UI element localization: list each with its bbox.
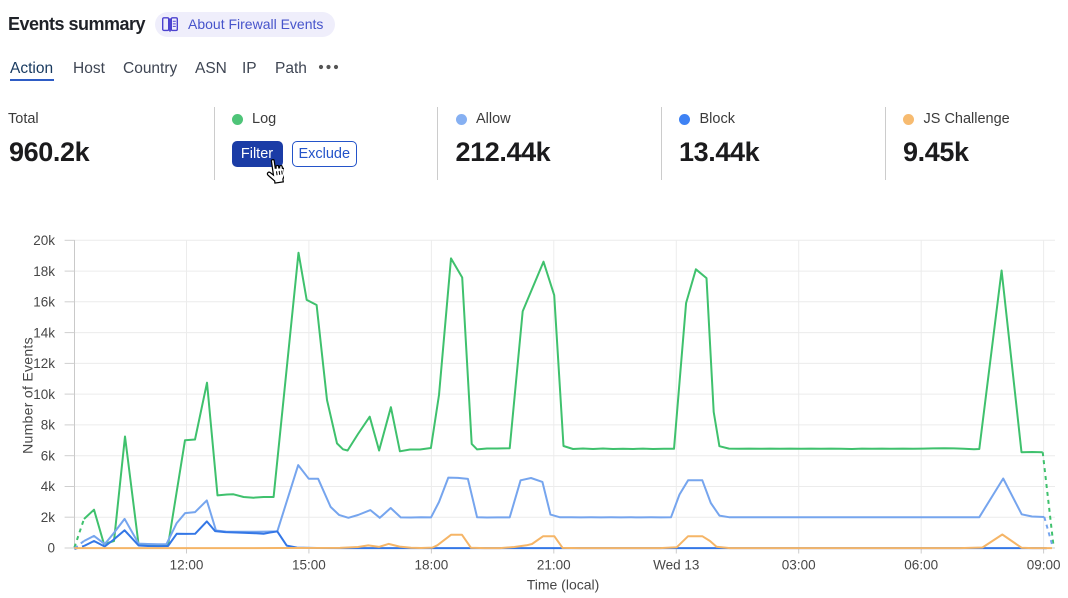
svg-text:8k: 8k — [41, 418, 56, 433]
svg-text:10k: 10k — [33, 387, 55, 402]
svg-text:12:00: 12:00 — [170, 558, 204, 573]
svg-text:12k: 12k — [33, 356, 55, 371]
svg-text:03:00: 03:00 — [782, 558, 816, 573]
svg-text:18k: 18k — [33, 264, 55, 279]
svg-text:16k: 16k — [33, 295, 55, 310]
svg-text:6k: 6k — [41, 448, 56, 463]
svg-text:21:00: 21:00 — [537, 558, 571, 573]
svg-text:14k: 14k — [33, 325, 55, 340]
svg-text:Time (local): Time (local) — [527, 577, 600, 593]
svg-text:Number of Events: Number of Events — [20, 337, 36, 454]
svg-text:Wed 13: Wed 13 — [653, 558, 699, 573]
svg-text:09:00: 09:00 — [1027, 558, 1061, 573]
svg-text:2k: 2k — [41, 510, 56, 525]
svg-text:18:00: 18:00 — [415, 558, 449, 573]
svg-text:06:00: 06:00 — [904, 558, 938, 573]
svg-text:20k: 20k — [33, 233, 55, 248]
svg-text:4k: 4k — [41, 479, 56, 494]
svg-text:0: 0 — [47, 541, 55, 556]
svg-text:15:00: 15:00 — [292, 558, 326, 573]
